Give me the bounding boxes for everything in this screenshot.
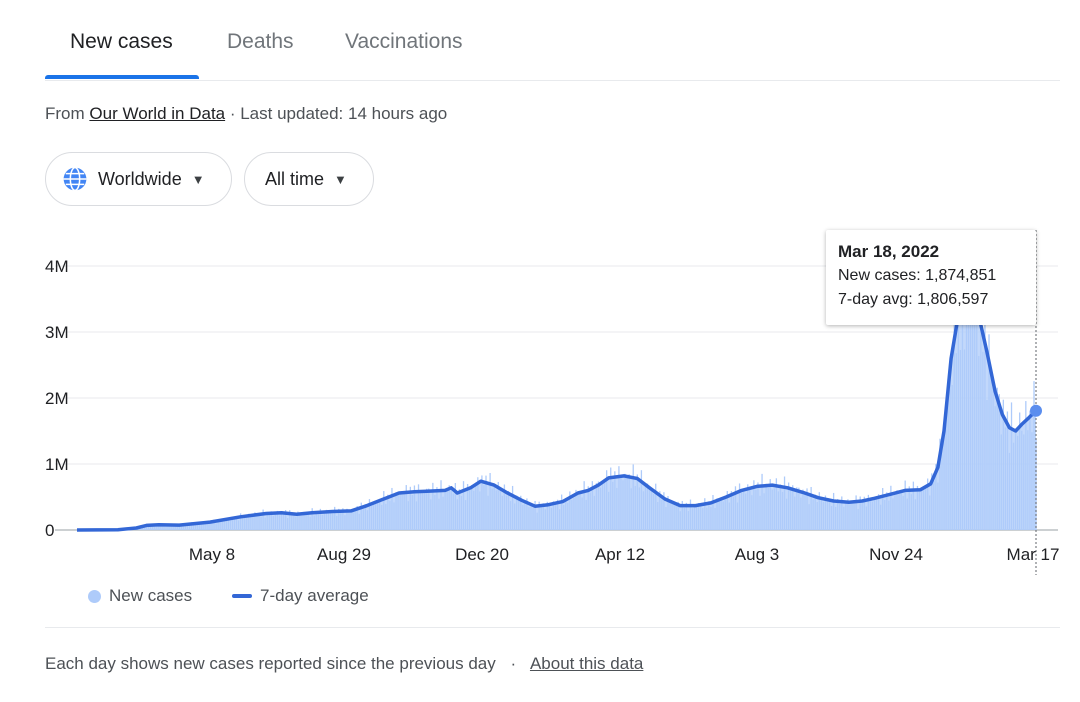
x-axis: May 8 Aug 29 Dec 20 Apr 12 Aug 3 Nov 24 Mar 17: [189, 545, 1060, 564]
region-label: Worldwide: [98, 168, 182, 189]
tooltip-new-cases: New cases: 1,874,851: [838, 267, 997, 284]
footer-text: Each day shows new cases reported since …: [45, 654, 496, 673]
tooltip-average: 7-day avg: 1,806,597: [838, 291, 989, 308]
x-tick-label: May 8: [189, 545, 235, 564]
legend-label: New cases: [109, 586, 193, 605]
chevron-down-icon: ▼: [334, 171, 347, 187]
legend-label: 7-day average: [260, 586, 369, 605]
source-prefix: From: [45, 104, 90, 123]
y-tick-label: 3M: [45, 323, 69, 342]
dot-icon: [88, 589, 101, 603]
y-axis: 0 1M 2M 3M 4M: [45, 257, 69, 540]
new-cases-area: [77, 304, 1036, 530]
legend-new-cases: New cases: [88, 586, 192, 606]
y-tick-label: 2M: [45, 389, 69, 408]
new-cases-bar: [1035, 439, 1037, 530]
y-tick-label: 4M: [45, 257, 69, 276]
tab-deaths[interactable]: Deaths: [227, 30, 294, 53]
source-updated: · Last updated: 14 hours ago: [225, 104, 448, 123]
x-tick-label: Apr 12: [595, 545, 645, 564]
time-range-label: All time: [265, 168, 325, 189]
chevron-down-icon: ▼: [191, 171, 205, 187]
globe-icon: [63, 166, 87, 192]
region-dropdown[interactable]: Worldwide ▼: [45, 152, 232, 206]
x-tick-label: Aug 3: [735, 545, 779, 564]
line-icon: [232, 594, 252, 598]
tab-bar: New cases Deaths Vaccinations: [45, 0, 1060, 81]
x-tick-label: Mar 17: [1007, 545, 1060, 564]
x-tick-label: Nov 24: [869, 545, 923, 564]
legend-average: 7-day average: [232, 586, 369, 606]
active-tab-indicator: [45, 75, 199, 79]
x-tick-label: Dec 20: [455, 545, 509, 564]
source-line: From Our World in Data · Last updated: 1…: [45, 104, 447, 124]
divider: [45, 627, 1060, 628]
tab-vaccinations[interactable]: Vaccinations: [345, 30, 463, 53]
footer: Each day shows new cases reported since …: [45, 654, 643, 674]
footer-separator: ·: [510, 654, 517, 673]
about-data-link[interactable]: About this data: [529, 654, 644, 673]
y-tick-label: 1M: [45, 455, 69, 474]
cases-chart[interactable]: 0 1M 2M 3M 4M May 8 Aug 29 Dec 20 Apr 12 Aug 3 No…: [0, 220, 1080, 580]
tab-new-cases[interactable]: New cases: [70, 30, 173, 53]
source-link[interactable]: Our World in Data: [89, 104, 226, 123]
y-tick-label: 0: [45, 521, 54, 540]
chart-tooltip: Mar 18, 2022 New cases: 1,874,851 7-day …: [826, 230, 1036, 325]
time-range-dropdown[interactable]: All time ▼: [244, 152, 374, 206]
x-tick-label: Aug 29: [317, 545, 371, 564]
tooltip-date: Mar 18, 2022: [838, 242, 940, 261]
hover-point[interactable]: [1030, 404, 1042, 417]
seven-day-average-line: [76, 302, 1038, 532]
